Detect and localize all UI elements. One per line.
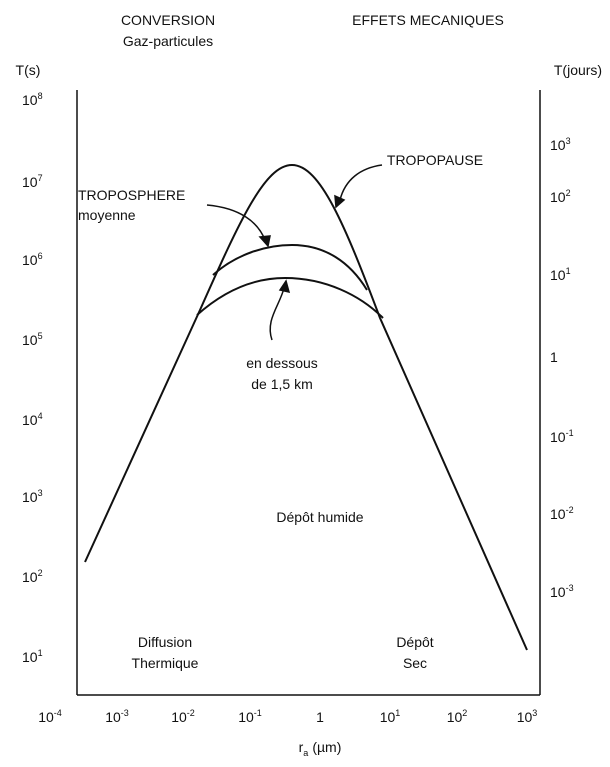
axis-subscript: a xyxy=(303,748,308,758)
tick-base: 10 xyxy=(550,429,566,445)
tick-base: 10 xyxy=(447,709,463,725)
tick-base: 10 xyxy=(550,267,566,283)
mid-troposphere-curve xyxy=(212,243,368,291)
arrow-head xyxy=(278,279,291,294)
tick-base: 10 xyxy=(38,709,54,725)
tick-label: 102 xyxy=(22,568,43,585)
tick-label: 101 xyxy=(22,648,43,665)
tick-label: 105 xyxy=(22,331,43,348)
tick-base: 10 xyxy=(22,332,38,348)
tick-base: 10 xyxy=(22,649,38,665)
arrow xyxy=(269,287,285,341)
label: en dessous xyxy=(246,355,318,371)
tick-label: 102 xyxy=(447,708,468,725)
tick-label: 101 xyxy=(550,266,571,283)
tick-label: 104 xyxy=(22,411,43,428)
tick-label: 10-2 xyxy=(171,708,195,725)
tick-base: 10 xyxy=(550,189,566,205)
tick-exp: -2 xyxy=(187,708,195,718)
tick-base: 10 xyxy=(22,92,38,108)
axis-unit: (µm) xyxy=(312,739,341,755)
tick-exp: -4 xyxy=(54,708,62,718)
tick-exp: 2 xyxy=(38,568,43,578)
tick-base: 10 xyxy=(22,489,38,505)
label: Dépôt xyxy=(396,634,433,650)
tick-label: 101 xyxy=(380,708,401,725)
tick-exp: 3 xyxy=(566,136,571,146)
tick-exp: 1 xyxy=(395,708,400,718)
tick-exp: -2 xyxy=(566,505,574,515)
arrow xyxy=(206,204,266,241)
tick-base: 10 xyxy=(238,709,254,725)
tick-label: 107 xyxy=(22,173,43,190)
tick-base: 10 xyxy=(22,174,38,190)
tick-base: 10 xyxy=(550,137,566,153)
tick-exp: -3 xyxy=(566,583,574,593)
tick-base: 10 xyxy=(550,506,566,522)
axis-title: ra (µm) xyxy=(299,739,342,758)
tick-label: 10-3 xyxy=(550,583,574,600)
tick-label: 10-4 xyxy=(38,708,62,725)
tick-exp: -1 xyxy=(566,428,574,438)
tick-exp: 8 xyxy=(38,91,43,101)
arrow xyxy=(339,164,383,201)
tick-label: 106 xyxy=(22,251,43,268)
label: Thermique xyxy=(132,655,199,671)
tick-base: 10 xyxy=(22,569,38,585)
axes-frame xyxy=(76,90,541,696)
tick-exp: 2 xyxy=(462,708,467,718)
tick-base: 1 xyxy=(550,349,558,365)
header-text: Gaz-particules xyxy=(123,33,213,49)
tick-base: 1 xyxy=(316,709,324,725)
label: moyenne xyxy=(78,207,136,223)
arrow-head xyxy=(334,194,346,209)
tick-exp: 3 xyxy=(38,488,43,498)
tick-exp: 6 xyxy=(38,251,43,261)
axis-title: T(s) xyxy=(16,62,41,78)
header-text: EFFETS MECANIQUES xyxy=(352,12,504,28)
label: de 1,5 km xyxy=(251,376,312,392)
tick-exp: 3 xyxy=(532,708,537,718)
tropopause-curve xyxy=(84,163,528,651)
tick-label: 108 xyxy=(22,91,43,108)
tick-base: 10 xyxy=(171,709,187,725)
header-text: CONVERSION xyxy=(121,12,215,28)
low-troposphere-curve xyxy=(196,276,384,319)
texts: CONVERSION Gaz-particules EFFETS MECANIQUE… xyxy=(16,12,603,758)
tick-base: 10 xyxy=(517,709,533,725)
tick-label: 103 xyxy=(550,136,571,153)
label: TROPOPAUSE xyxy=(387,152,483,168)
tick-exp: 7 xyxy=(38,173,43,183)
axis-symbol: r xyxy=(299,739,304,755)
label: Sec xyxy=(403,655,427,671)
tick-label: 10-2 xyxy=(550,505,574,522)
tick-exp: -3 xyxy=(121,708,129,718)
arrows xyxy=(206,164,383,341)
tick-exp: 1 xyxy=(38,648,43,658)
label: TROPOSPHERE xyxy=(78,187,185,203)
tick-exp: -1 xyxy=(254,708,262,718)
tick-base: 10 xyxy=(380,709,396,725)
tick-exp: 4 xyxy=(38,411,43,421)
label: Diffusion xyxy=(138,634,192,650)
tick-exp: 5 xyxy=(38,331,43,341)
tick-label: 10-1 xyxy=(550,428,574,445)
tick-exp: 2 xyxy=(566,188,571,198)
tick-base: 10 xyxy=(550,584,566,600)
tick-label: 10-3 xyxy=(105,708,129,725)
axis-title: T(jours) xyxy=(554,62,602,78)
label: Dépôt humide xyxy=(276,509,363,525)
tick-label: 10-1 xyxy=(238,708,262,725)
tick-label: 1 xyxy=(316,709,324,725)
tick-label: 103 xyxy=(517,708,538,725)
tick-label: 102 xyxy=(550,188,571,205)
tick-label: 1 xyxy=(550,349,558,365)
tick-base: 10 xyxy=(105,709,121,725)
arrow-head xyxy=(258,235,271,248)
tick-base: 10 xyxy=(22,412,38,428)
tick-base: 10 xyxy=(22,252,38,268)
tick-label: 103 xyxy=(22,488,43,505)
tick-exp: 1 xyxy=(566,266,571,276)
